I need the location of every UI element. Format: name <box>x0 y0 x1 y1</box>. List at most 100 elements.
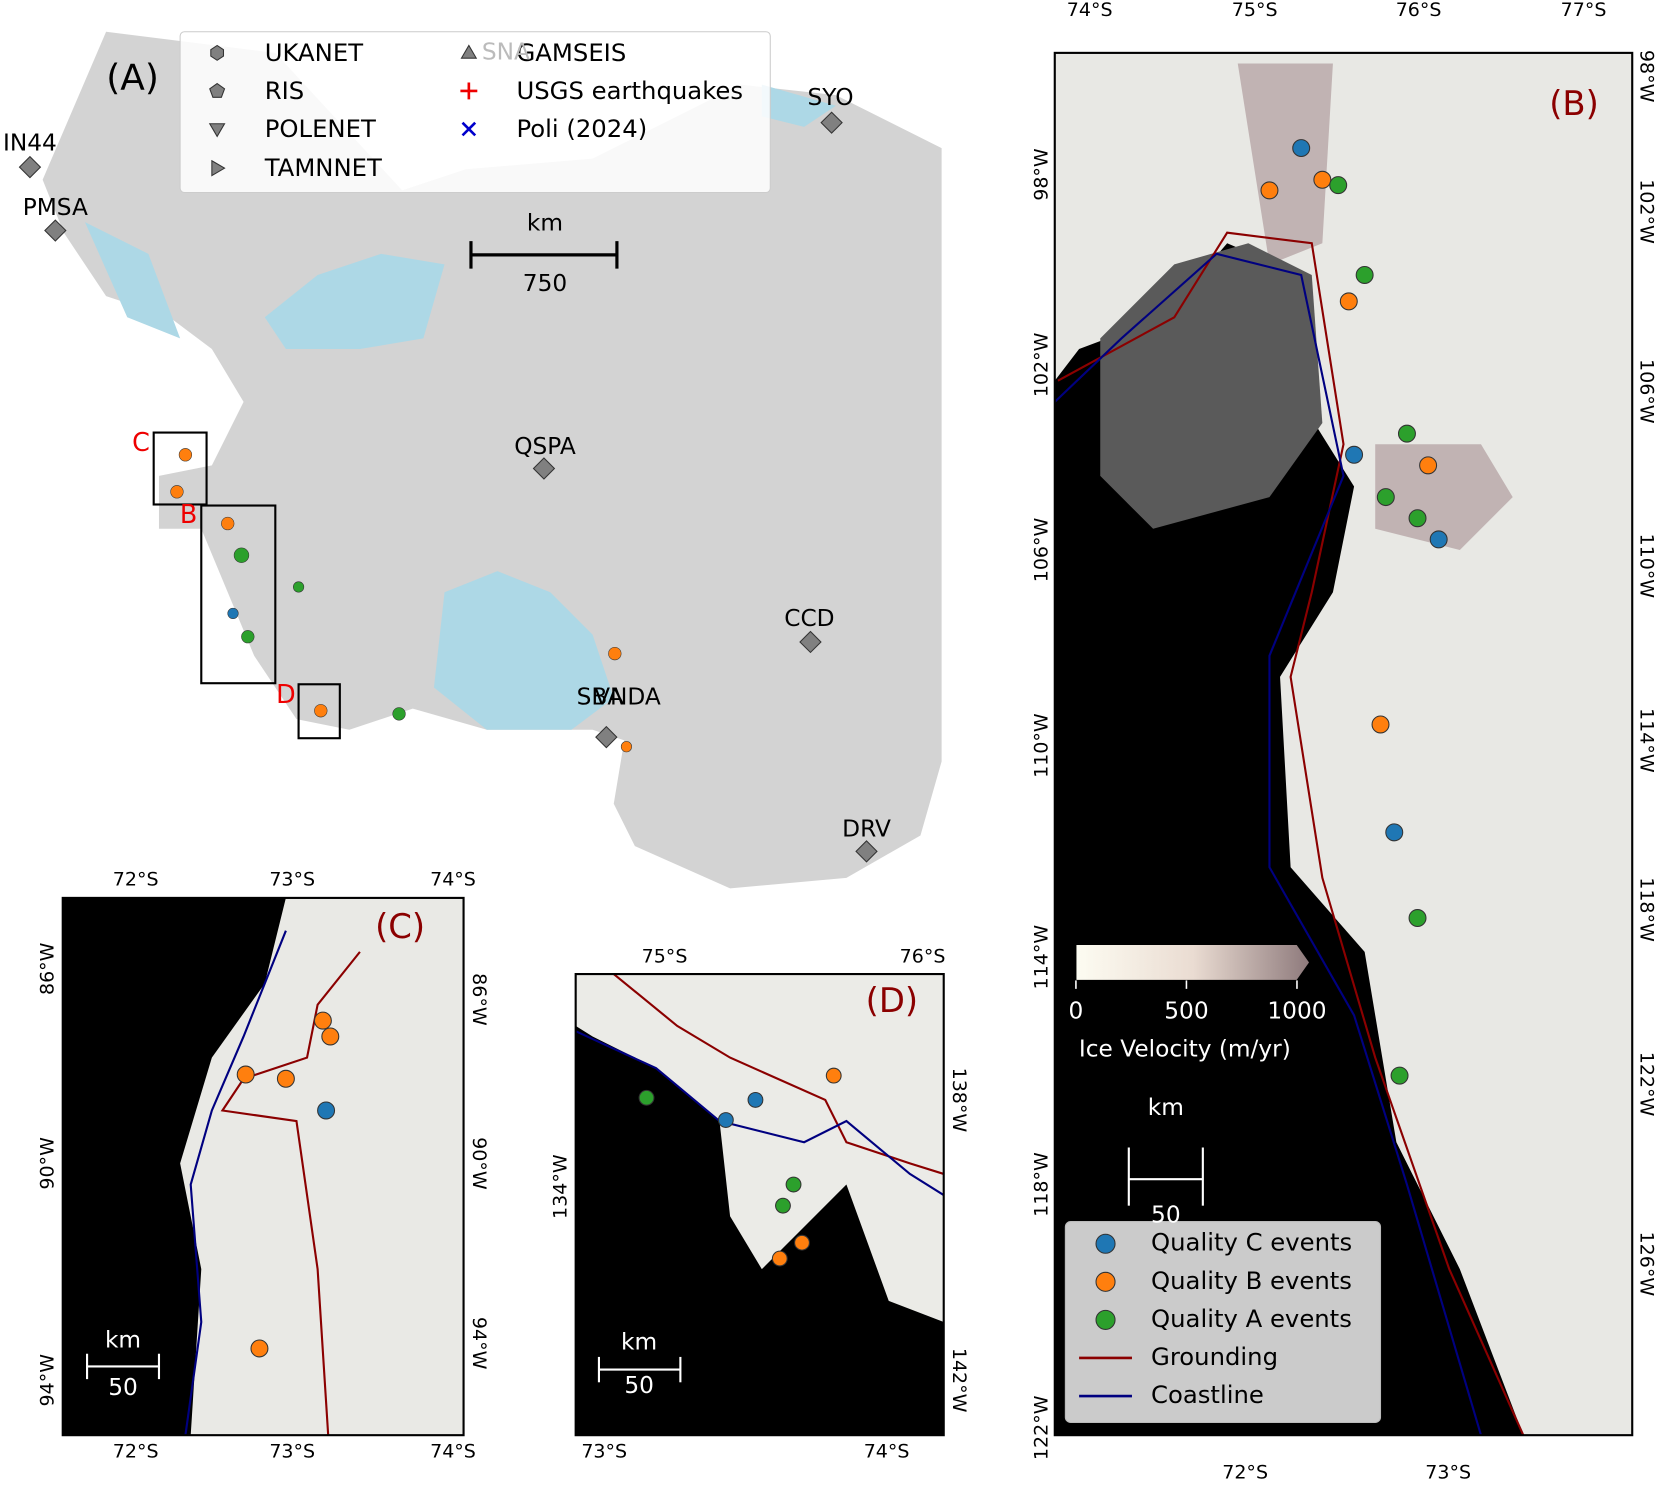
tick-label: 72°S <box>113 1441 159 1463</box>
legend-marker <box>1095 1233 1116 1254</box>
tick-label: 75°S <box>1232 0 1278 21</box>
tick-label: 110°W <box>1635 534 1657 599</box>
station-label: SBA <box>577 684 624 711</box>
tick-label: 74°S <box>430 868 476 890</box>
station-marker <box>44 219 67 242</box>
tick-label: 77°S <box>1561 0 1607 21</box>
frame <box>1053 51 1634 1437</box>
tick-label: 86°W <box>468 973 490 1026</box>
station-label: SYO <box>808 84 854 111</box>
panel-label: (B) <box>1549 84 1599 123</box>
tick-label: 102°W <box>1635 179 1657 244</box>
legend-marker <box>211 159 226 177</box>
legend-marker <box>460 82 478 100</box>
panel-label: (C) <box>375 907 425 946</box>
tick-label: 122°W <box>1031 1395 1053 1460</box>
legend-b <box>1064 1221 1382 1424</box>
station-label: IN44 <box>3 129 57 156</box>
colorbar-tick-label: 500 <box>1164 998 1208 1025</box>
legend-marker <box>208 123 226 138</box>
tick-label: 138°W <box>948 1068 970 1133</box>
legend-label: GAMSEIS <box>516 38 626 67</box>
tick-label: 98°W <box>1031 148 1053 201</box>
tick-label: 75°S <box>642 946 688 968</box>
tick-label: 86°W <box>36 942 58 995</box>
frame <box>61 896 465 1437</box>
tick-label: 94°W <box>36 1354 58 1407</box>
tick-label: 73°S <box>581 1441 627 1463</box>
station-marker <box>532 457 556 480</box>
legend-label: Quality B events <box>1151 1266 1352 1295</box>
station-label: CCD <box>784 605 834 632</box>
legend-marker <box>460 44 478 59</box>
legend-label: Quality A events <box>1151 1304 1352 1333</box>
tick-label: 106°W <box>1635 359 1657 424</box>
legend-label: Coastline <box>1151 1380 1264 1409</box>
tick-label: 142°W <box>948 1348 970 1413</box>
station-marker <box>18 155 42 179</box>
box-label: D <box>276 679 296 709</box>
tick-label: 114°W <box>1031 925 1053 990</box>
scale-unit: km <box>621 1329 657 1356</box>
tick-label: 118°W <box>1031 1152 1053 1217</box>
box-label: C <box>132 427 150 457</box>
legend-a <box>179 31 771 194</box>
colorbar-title: Ice Velocity (m/yr) <box>1079 1036 1291 1063</box>
station-label: QSPA <box>514 433 576 460</box>
station-label: PMSA <box>23 194 88 221</box>
tick-label: 76°S <box>900 946 946 968</box>
map-c <box>62 897 464 1436</box>
scale-length: 750 <box>523 270 567 297</box>
station-marker <box>595 725 618 749</box>
station-label: VNDA <box>594 684 661 711</box>
tick-label: 72°S <box>113 868 159 890</box>
legend-label: UKANET <box>265 38 363 67</box>
legend-label: Quality C events <box>1151 1228 1352 1257</box>
legend-label: POLENET <box>265 114 376 143</box>
panel-label: (A) <box>106 57 159 98</box>
scale-length: 50 <box>1151 1202 1181 1229</box>
legend-label: USGS earthquakes <box>516 76 743 105</box>
tick-label: 90°W <box>468 1137 490 1190</box>
colorbar-tick-label: 0 <box>1069 998 1084 1025</box>
tick-label: 118°W <box>1635 877 1657 942</box>
tick-label: 74°S <box>1067 0 1113 21</box>
tick-label: 102°W <box>1031 332 1053 397</box>
tick-label: 122°W <box>1635 1052 1657 1117</box>
tick-label: 74°S <box>864 1441 910 1463</box>
legend-marker <box>461 121 477 137</box>
scale-unit: km <box>1148 1094 1184 1121</box>
tick-label: 73°S <box>269 868 315 890</box>
inset-box <box>152 431 208 506</box>
legend-label: Poli (2024) <box>516 114 647 143</box>
map-a <box>42 31 942 889</box>
station-label: DRV <box>842 816 891 843</box>
tick-label: 134°W <box>549 1154 571 1219</box>
tick-label: 114°W <box>1635 708 1657 773</box>
scale-length: 50 <box>624 1372 654 1399</box>
legend-label: Grounding <box>1151 1342 1278 1371</box>
tick-label: 94°W <box>468 1317 490 1370</box>
inset-box <box>200 504 277 685</box>
station-marker <box>799 630 822 654</box>
tick-label: 73°S <box>1425 1462 1471 1484</box>
event-dots-a <box>170 448 632 753</box>
tick-label: 73°S <box>269 1441 315 1463</box>
tick-label: 126°W <box>1635 1232 1657 1297</box>
tick-label: 74°S <box>430 1441 476 1463</box>
frame <box>574 973 945 1437</box>
station-label: SNA <box>482 38 530 65</box>
legend-label: TAMNNET <box>264 153 382 182</box>
legend-marker <box>210 44 225 61</box>
colorbar-tick-label: 1000 <box>1267 998 1326 1025</box>
tick-label: 90°W <box>36 1137 58 1190</box>
panel-label: (D) <box>866 981 918 1020</box>
tick-label: 76°S <box>1396 0 1442 21</box>
scale-length: 50 <box>108 1374 138 1401</box>
map-d <box>575 974 944 1436</box>
colorbar <box>1075 943 1311 981</box>
inset-box <box>297 683 341 740</box>
station-marker <box>820 111 843 134</box>
legend-marker <box>1095 1271 1116 1292</box>
